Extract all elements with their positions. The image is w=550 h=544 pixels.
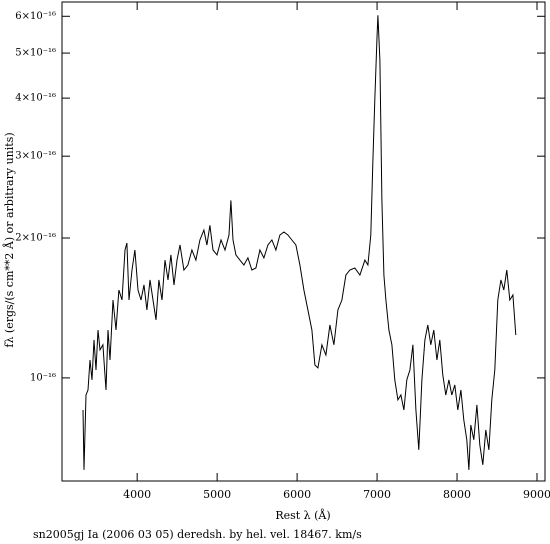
y-tick-label: 4×10⁻¹⁶: [15, 93, 56, 104]
x-axis-label: Rest λ (Å): [275, 508, 330, 522]
x-tick-label: 4000: [123, 488, 151, 501]
y-tick-label: 10⁻¹⁶: [30, 372, 56, 383]
x-tick-label: 9000: [523, 488, 550, 501]
x-tick-label: 5000: [203, 488, 231, 501]
y-tick-label: 5×10⁻¹⁶: [15, 48, 56, 59]
spectrum-line: [82, 15, 517, 470]
y-tick-label: 3×10⁻¹⁶: [15, 151, 56, 162]
y-axis-label: fλ (ergs/(s cm**2 Å) or arbitrary units): [2, 132, 16, 347]
caption: sn2005gj Ia (2006 03 05) deredsh. by hel…: [33, 528, 362, 541]
y-tick-label: 2×10⁻¹⁶: [15, 233, 56, 244]
y-tick-label: 6×10⁻¹⁶: [15, 11, 56, 22]
x-tick-label: 8000: [443, 488, 471, 501]
x-tick-label: 7000: [363, 488, 391, 501]
x-tick-label: 6000: [283, 488, 311, 501]
plot-frame: [61, 1, 546, 482]
